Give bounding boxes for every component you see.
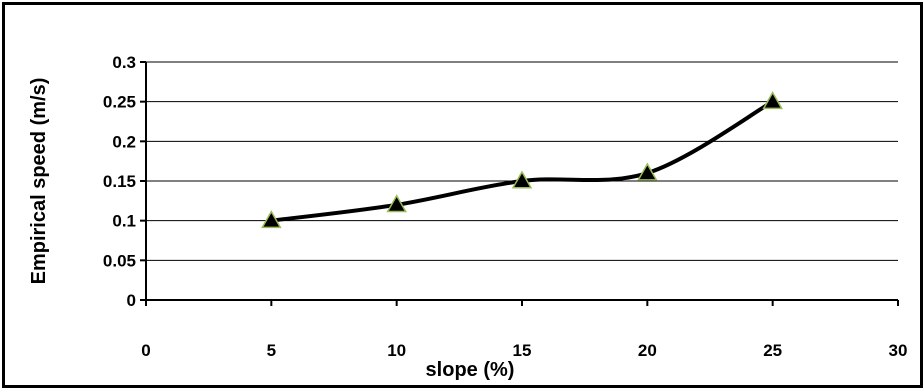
x-tick-label: 5 — [267, 341, 276, 360]
y-tick-label: 0.25 — [103, 93, 136, 112]
y-tick-label: 0.15 — [103, 172, 136, 191]
axes — [140, 61, 899, 306]
x-tick-label: 25 — [763, 341, 782, 360]
x-tick-label: 20 — [638, 341, 657, 360]
x-axis-title: slope (%) — [426, 359, 515, 381]
tick-labels: 0 0.05 0.1 0.15 0.2 0.25 0.3 0 5 10 15 20 25 30 — [103, 53, 908, 360]
x-tick-label: 15 — [513, 341, 532, 360]
series-line — [271, 99, 774, 223]
data-point-marker — [511, 170, 533, 189]
y-tick-label: 0.2 — [112, 132, 136, 151]
x-tick-label: 0 — [141, 341, 150, 360]
y-tick-label: 0.1 — [112, 212, 136, 231]
y-tick-label: 0.3 — [112, 53, 136, 72]
x-tick-label: 30 — [889, 341, 908, 360]
data-point-marker — [762, 91, 783, 110]
data-point-marker — [386, 194, 407, 213]
y-axis-title: Empirical speed (m/s) — [28, 78, 50, 285]
series-lines — [271, 99, 774, 223]
x-tick-label: 10 — [387, 341, 406, 360]
gridlines — [146, 61, 898, 261]
y-tick-label: 0 — [127, 291, 136, 310]
data-markers — [261, 91, 783, 229]
data-point-marker — [637, 162, 658, 181]
y-tick-label: 0.05 — [103, 251, 136, 270]
data-point-marker — [261, 210, 282, 229]
